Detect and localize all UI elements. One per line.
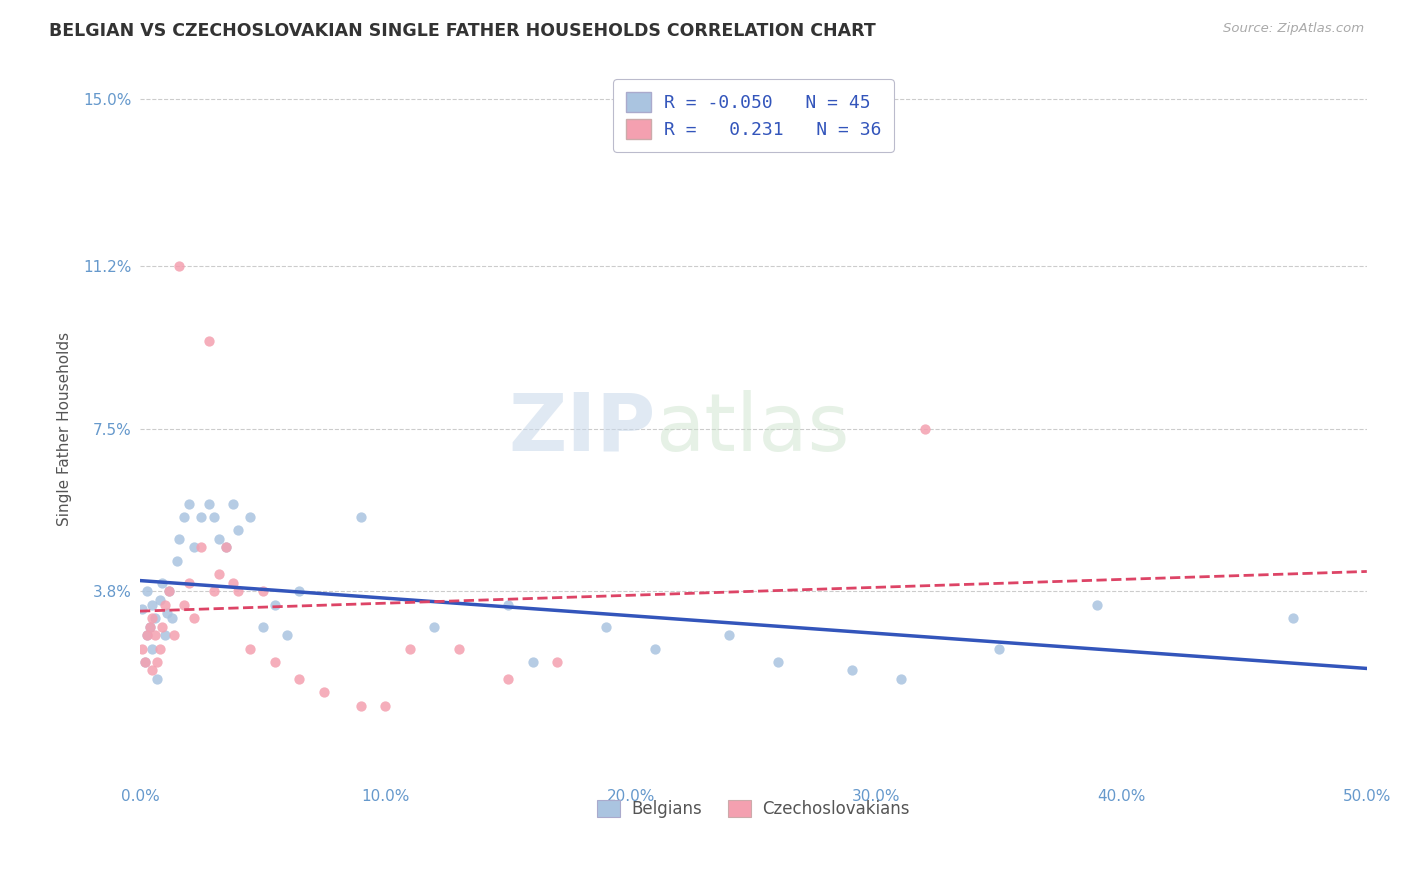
Point (447, 641, 470, 656)
Point (159, 584, 181, 599)
Point (150, 575, 173, 590)
Point (183, 611, 205, 625)
Point (222, 497, 245, 511)
Point (399, 641, 422, 656)
Point (167, 260, 190, 274)
Point (312, 685, 335, 699)
Point (202, 584, 225, 599)
Point (202, 509, 225, 524)
Point (149, 593, 172, 607)
Text: Source: ZipAtlas.com: Source: ZipAtlas.com (1223, 22, 1364, 36)
Point (143, 611, 166, 625)
Point (134, 655, 156, 669)
Point (141, 598, 163, 612)
Point (173, 509, 195, 524)
Point (156, 607, 179, 621)
Point (496, 598, 519, 612)
Point (288, 584, 311, 599)
Point (139, 619, 162, 633)
Point (153, 598, 176, 612)
Point (183, 541, 205, 555)
Point (226, 523, 249, 537)
Point (177, 575, 200, 590)
Point (134, 655, 156, 669)
Point (350, 509, 373, 524)
Point (222, 575, 245, 590)
Point (197, 497, 219, 511)
Text: atlas: atlas (655, 390, 849, 468)
Point (215, 541, 238, 555)
Point (264, 655, 287, 669)
Point (350, 698, 373, 713)
Point (166, 554, 188, 568)
Point (1282, 611, 1305, 625)
Point (149, 641, 172, 656)
Point (252, 619, 274, 633)
Point (136, 628, 159, 642)
Point (173, 598, 195, 612)
Point (644, 641, 666, 656)
Point (288, 673, 311, 687)
Point (276, 628, 298, 642)
Point (766, 655, 789, 669)
Point (136, 584, 159, 599)
Point (914, 422, 936, 436)
Point (160, 611, 183, 625)
Point (717, 628, 740, 642)
Point (264, 598, 287, 612)
Point (131, 641, 153, 656)
Point (141, 664, 163, 678)
Point (190, 509, 212, 524)
Point (153, 628, 176, 642)
Point (423, 619, 446, 633)
Text: ZIP: ZIP (508, 390, 655, 468)
Point (146, 673, 169, 687)
Point (167, 532, 190, 546)
Point (496, 673, 519, 687)
Point (252, 584, 274, 599)
Point (139, 619, 162, 633)
Point (190, 541, 212, 555)
Point (595, 619, 617, 633)
Point (146, 655, 169, 669)
Point (207, 566, 229, 581)
Point (987, 641, 1010, 656)
Point (141, 611, 163, 625)
Point (522, 655, 544, 669)
Point (163, 628, 186, 642)
Point (239, 641, 262, 656)
Text: BELGIAN VS CZECHOSLOVAKIAN SINGLE FATHER HOUSEHOLDS CORRELATION CHART: BELGIAN VS CZECHOSLOVAKIAN SINGLE FATHER… (49, 22, 876, 40)
Point (546, 655, 568, 669)
Point (215, 541, 238, 555)
Point (374, 698, 396, 713)
Point (136, 628, 159, 642)
Point (239, 509, 262, 524)
Point (141, 641, 163, 656)
Point (1085, 598, 1108, 612)
Point (890, 673, 912, 687)
Y-axis label: Single Father Households: Single Father Households (58, 332, 72, 526)
Point (207, 532, 229, 546)
Point (177, 497, 200, 511)
Point (841, 664, 863, 678)
Point (226, 584, 249, 599)
Point (197, 334, 219, 348)
Legend: Belgians, Czechoslovakians: Belgians, Czechoslovakians (591, 793, 917, 825)
Point (143, 628, 166, 642)
Point (159, 584, 181, 599)
Point (131, 602, 153, 616)
Point (150, 619, 173, 633)
